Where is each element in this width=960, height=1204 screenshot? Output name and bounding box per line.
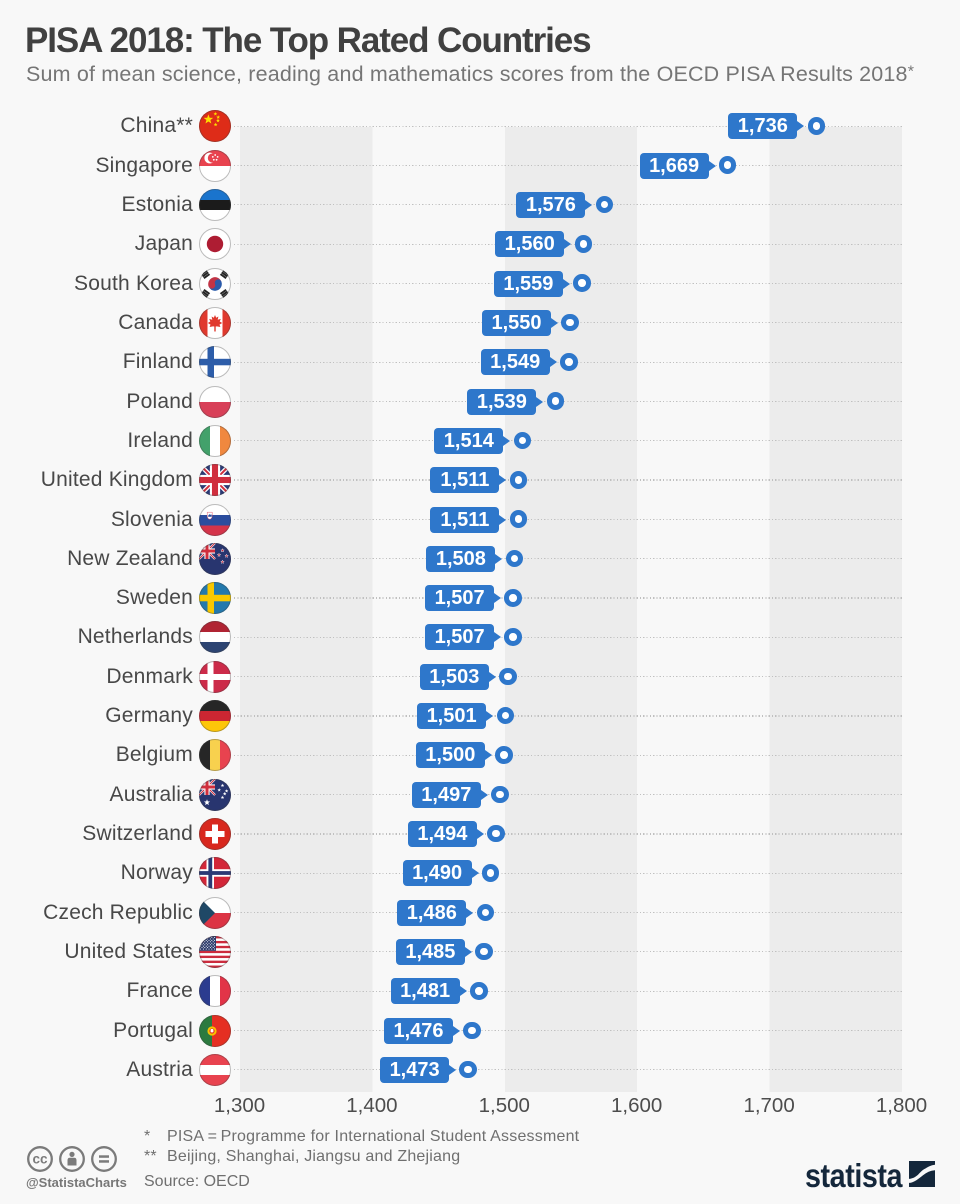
svg-text:cc: cc	[32, 1151, 48, 1166]
